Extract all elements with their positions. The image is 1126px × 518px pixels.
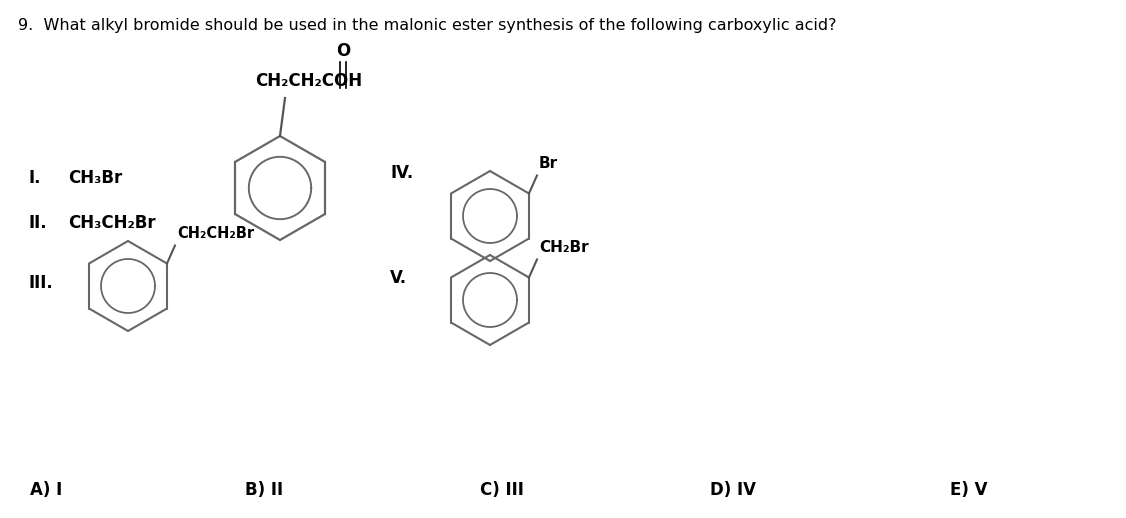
Text: IV.: IV. <box>390 164 413 182</box>
Text: 9.  What alkyl bromide should be used in the malonic ester synthesis of the foll: 9. What alkyl bromide should be used in … <box>18 18 837 33</box>
Text: CH₂CH₂Br: CH₂CH₂Br <box>177 226 254 241</box>
Text: B) II: B) II <box>245 481 283 499</box>
Text: CH₂CH₂COH: CH₂CH₂COH <box>254 72 363 90</box>
Text: O: O <box>336 42 350 60</box>
Text: II.: II. <box>28 214 46 232</box>
Text: V.: V. <box>390 269 408 287</box>
Text: CH₃Br: CH₃Br <box>68 169 123 187</box>
Text: E) V: E) V <box>950 481 988 499</box>
Text: CH₂Br: CH₂Br <box>539 240 589 255</box>
Text: Br: Br <box>539 156 558 171</box>
Text: C) III: C) III <box>480 481 524 499</box>
Text: I.: I. <box>28 169 41 187</box>
Text: D) IV: D) IV <box>711 481 756 499</box>
Text: A) I: A) I <box>30 481 62 499</box>
Text: CH₃CH₂Br: CH₃CH₂Br <box>68 214 155 232</box>
Text: III.: III. <box>28 274 53 292</box>
